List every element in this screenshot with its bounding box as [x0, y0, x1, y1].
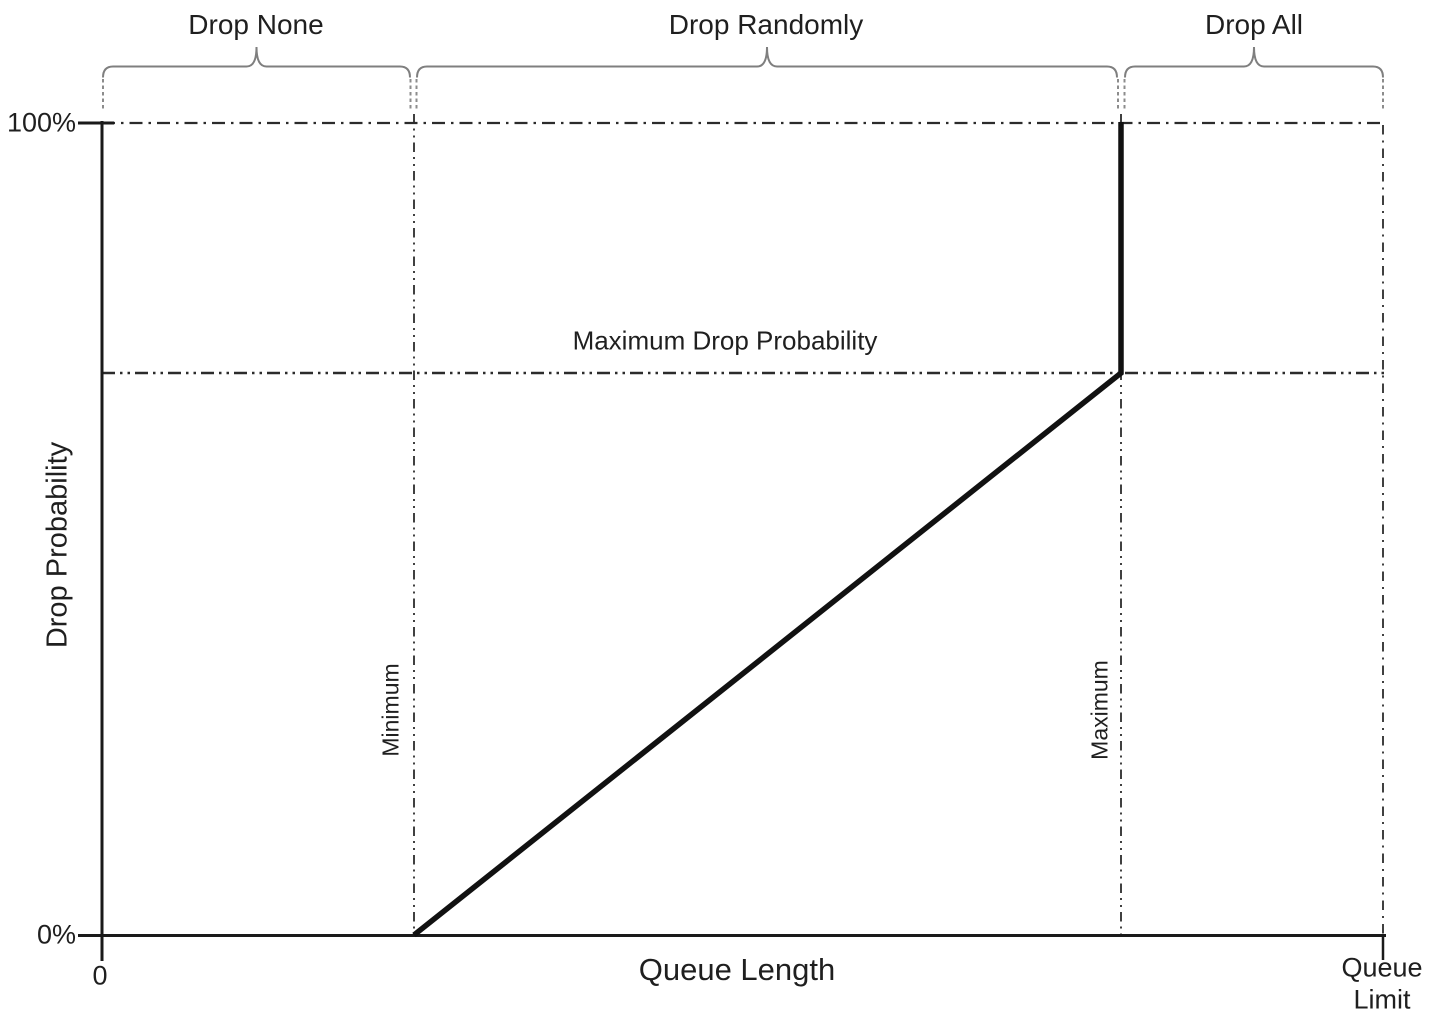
y-axis-title: Drop Probability [41, 441, 74, 649]
maximum-threshold-label: Maximum [1086, 660, 1113, 760]
minimum-threshold-label: Minimum [377, 663, 404, 757]
max-drop-probability-annotation: Maximum Drop Probability [572, 325, 878, 356]
x-axis-title: Queue Length [638, 952, 836, 987]
brace-drop-none [102, 46, 411, 78]
brace-drop-all [1124, 46, 1384, 78]
x-tick-queue-limit-line1: Queue [1341, 952, 1423, 983]
y-tick-0-percent: 0% [36, 919, 76, 950]
axes [78, 121, 1386, 961]
region-label-drop-randomly: Drop Randomly [668, 9, 864, 40]
region-braces [102, 46, 1384, 78]
drop-probability-curve [412, 122, 1124, 938]
brace-drop-randomly [416, 46, 1118, 78]
region-label-drop-none: Drop None [188, 9, 324, 40]
y-tick-100-percent: 100% [6, 107, 76, 138]
x-tick-queue-limit-line2: Limit [1353, 985, 1411, 1015]
x-tick-zero: 0 [92, 960, 108, 991]
region-label-drop-all: Drop All [1204, 9, 1304, 40]
brace-end-ticks [102, 79, 1384, 109]
x-tick-queue-limit: Queue Limit [1341, 952, 1422, 1017]
